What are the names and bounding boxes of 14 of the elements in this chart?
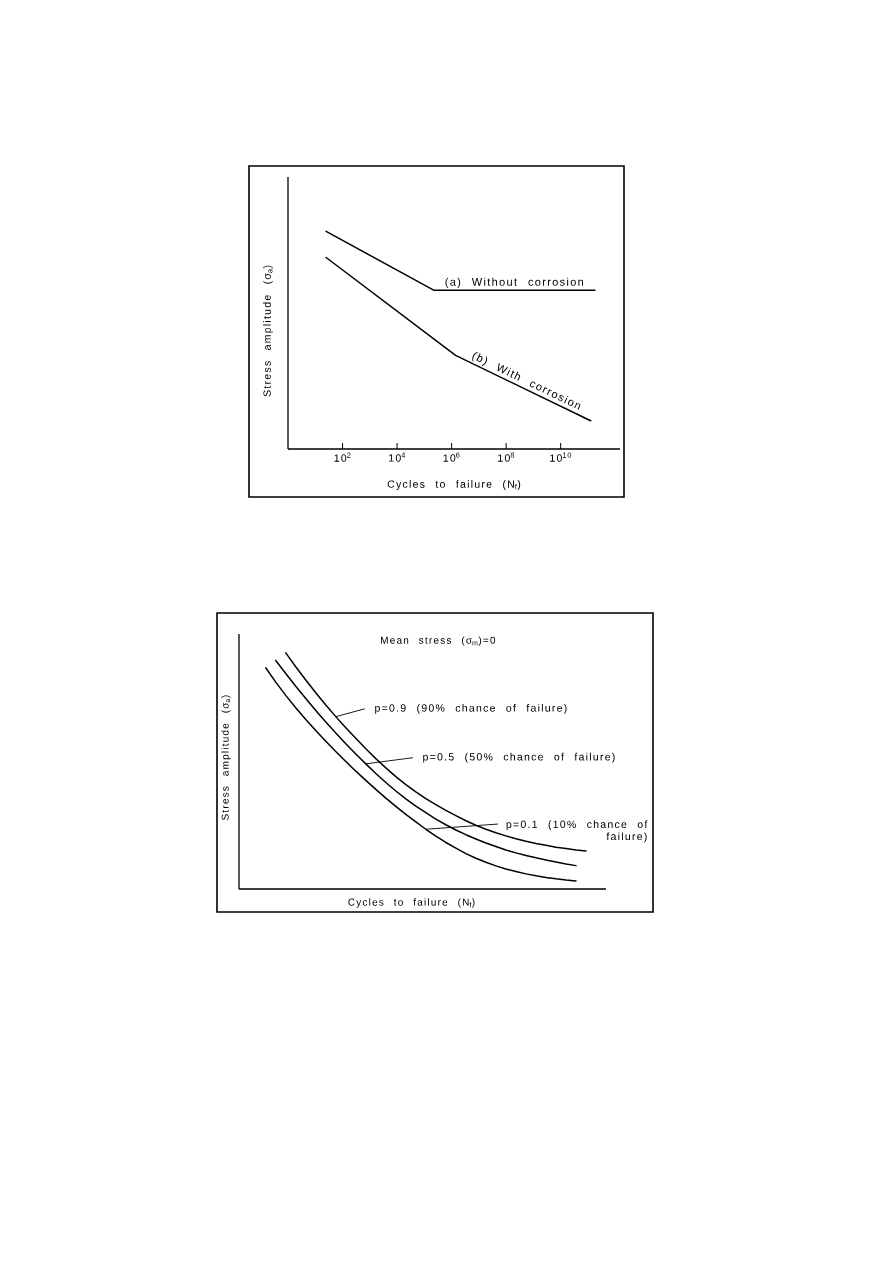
text: Mean stress (σ$_{m}$)=0 [381,636,496,646]
x-tick-label: 10$^{8}$ [498,452,515,462]
x-tick-label: 10$^{6}$ [443,452,460,462]
x-axis-title: Cycles to failure (N$_{f}$) [348,898,475,908]
annotation: p=0.5 (50% chance of failure) [423,752,615,763]
y-axis-title: Stress amplitude (σ$_{a}$) [221,695,231,821]
x-tick-label: 10$^{2}$ [334,452,351,462]
annotation: p=0.1 (10% chance of failure) [506,820,648,843]
annotation: p=0.9 (90% chance of failure) [375,703,567,714]
x-tick-label: 10$^{10}$ [550,452,572,462]
y-axis-title: Stress amplitude (σ$_{a}$) [263,265,273,397]
series-label: (a) Without corrosion [445,277,584,288]
x-tick-label: 10$^{4}$ [389,452,406,462]
x-axis-title: Cycles to failure (N$_{f}$) [387,480,521,490]
